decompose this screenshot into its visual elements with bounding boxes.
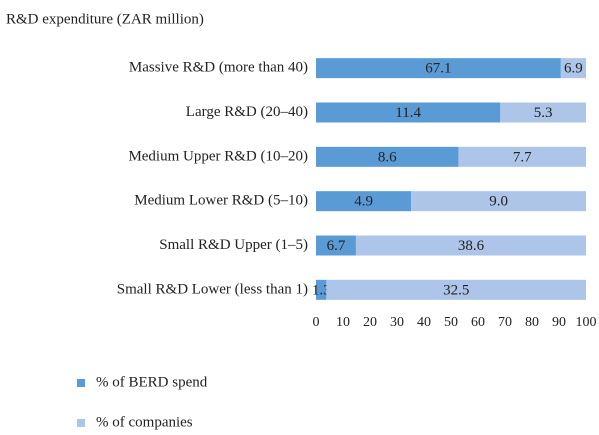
category-label: Massive R&D (more than 40): [129, 60, 308, 76]
bar-segment: [316, 102, 501, 123]
x-tick-label: 0: [313, 315, 320, 330]
data-label: 1.3: [312, 282, 331, 298]
category-label: Large R&D (20–40): [186, 104, 308, 120]
data-label: 5.3: [534, 105, 553, 121]
data-label: 11.4: [395, 105, 421, 121]
legend-label: % of companies: [96, 414, 193, 430]
bar-segment: [316, 235, 356, 256]
bar-segment: [316, 191, 412, 212]
category-label: Small R&D Upper (1–5): [159, 237, 308, 253]
x-tick-label: 40: [417, 315, 431, 330]
data-label: 4.9: [354, 194, 373, 210]
data-label: 32.5: [443, 282, 469, 298]
x-tick-label: 50: [444, 315, 458, 330]
x-tick-label: 70: [498, 315, 512, 330]
category-label: Small R&D Lower (less than 1): [117, 281, 308, 297]
data-label: 8.6: [378, 149, 397, 165]
x-tick-label: 90: [552, 315, 566, 330]
data-label: 67.1: [425, 61, 451, 77]
x-tick-label: 20: [363, 315, 377, 330]
data-label: 6.7: [327, 238, 346, 254]
category-label: Medium Lower R&D (5–10): [134, 193, 308, 209]
legend-swatch: [77, 379, 85, 387]
bar-segment: [316, 279, 327, 300]
x-tick-label: 100: [576, 315, 597, 330]
x-tick-label: 80: [525, 315, 539, 330]
chart-title: R&D expenditure (ZAR million): [6, 11, 204, 27]
x-tick-label: 30: [390, 315, 404, 330]
data-label: 6.9: [564, 61, 583, 77]
x-tick-label: 10: [336, 315, 350, 330]
legend-label: % of BERD spend: [96, 374, 208, 390]
category-label: Medium Upper R&D (10–20): [128, 148, 308, 164]
data-label: 7.7: [513, 149, 532, 165]
bar-segment: [326, 279, 586, 300]
bar-segment: [316, 146, 459, 167]
bar-segment: [560, 58, 586, 79]
data-label: 9.0: [489, 194, 508, 210]
bar-segment: [316, 58, 561, 79]
data-label: 38.6: [458, 238, 485, 254]
bar-segment: [500, 102, 586, 123]
bar-segment: [355, 235, 586, 256]
x-tick-label: 60: [471, 315, 485, 330]
legend-swatch: [77, 419, 85, 427]
bar-segment: [458, 146, 586, 167]
bar-segment: [411, 191, 586, 212]
